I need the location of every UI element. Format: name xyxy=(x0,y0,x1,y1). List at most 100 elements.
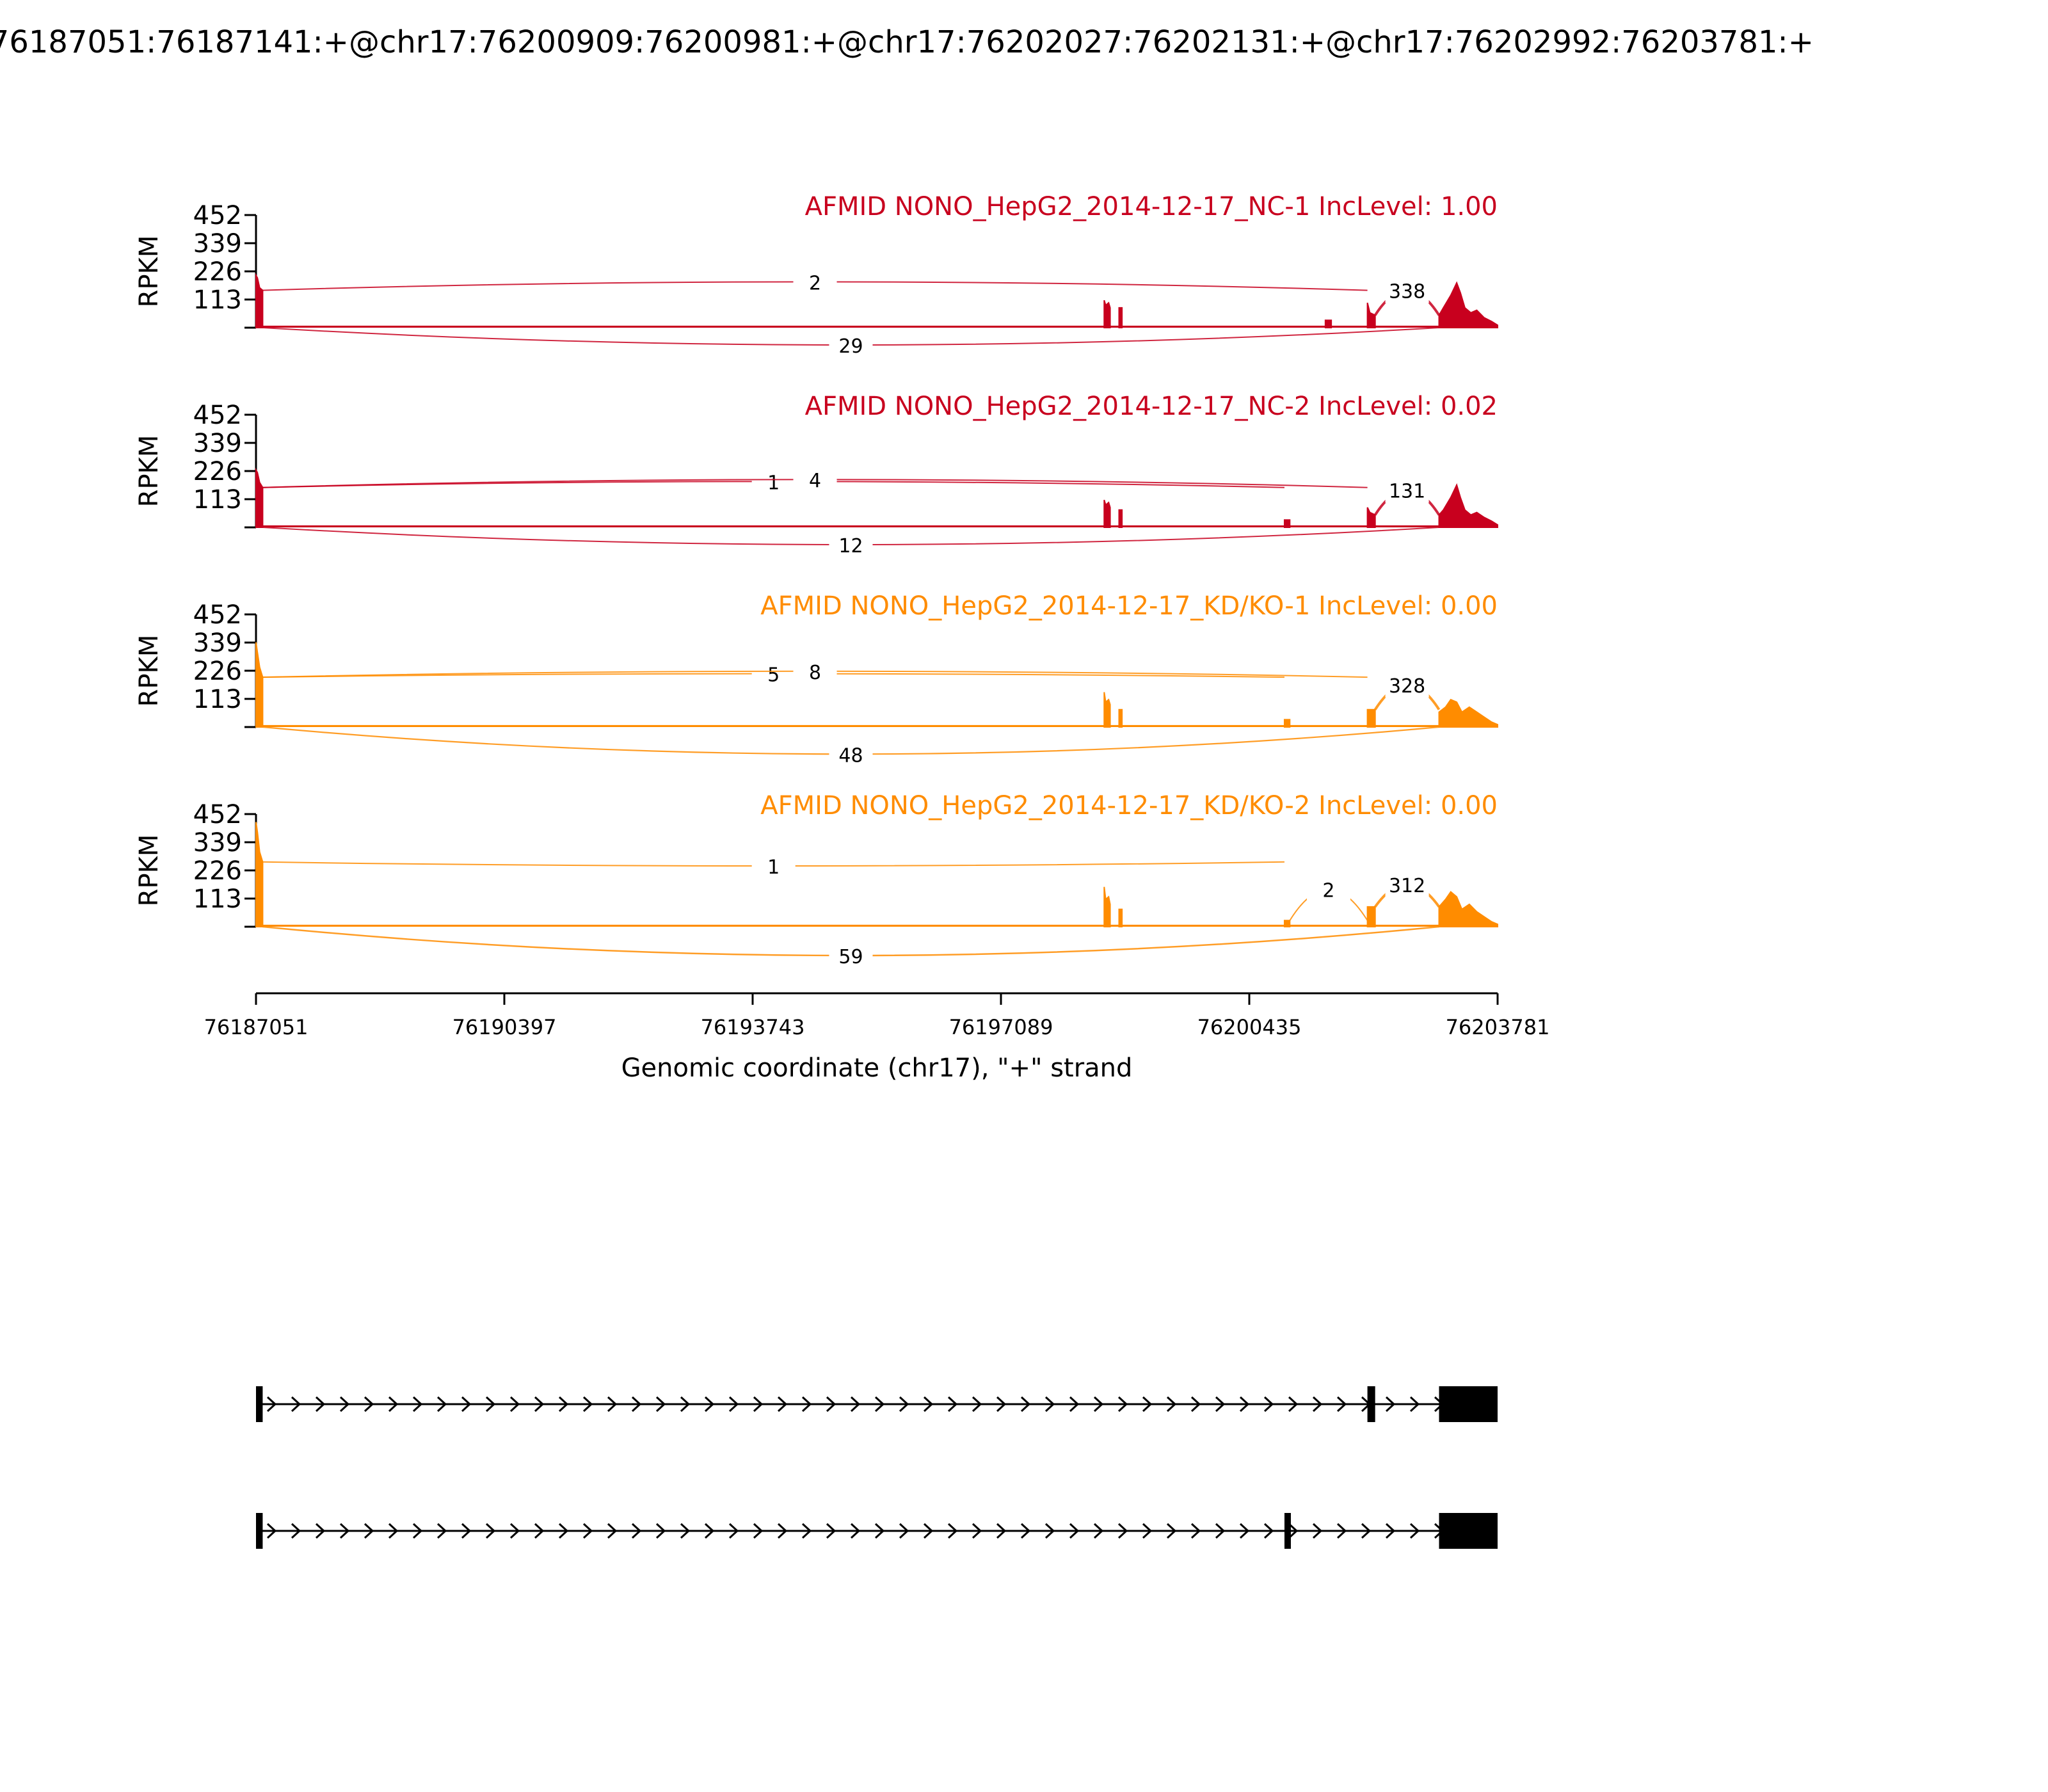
direction-chevron xyxy=(1142,1523,1153,1539)
direction-chevron xyxy=(850,1396,861,1412)
coverage-area xyxy=(1118,708,1123,728)
direction-chevron xyxy=(777,1523,788,1539)
direction-chevron xyxy=(1263,1396,1274,1412)
y-tick-label: 452 xyxy=(193,600,242,630)
y-tick-label: 339 xyxy=(193,429,242,458)
junction-label: 1 xyxy=(767,472,780,494)
junction-label-bg xyxy=(751,471,796,495)
junction-label: 131 xyxy=(1389,481,1425,503)
direction-chevron xyxy=(801,1523,812,1539)
junction-label: 29 xyxy=(838,335,863,358)
exon-block xyxy=(1439,1513,1498,1549)
coverage-area xyxy=(1118,307,1123,328)
x-tick-label: 76197089 xyxy=(949,1015,1053,1039)
coverage-area xyxy=(255,273,264,328)
direction-chevron xyxy=(315,1396,326,1412)
x-axis-label: Genomic coordinate (chr17), "+" strand xyxy=(621,1053,1133,1083)
direction-chevron xyxy=(631,1523,642,1539)
direction-chevron xyxy=(436,1523,447,1539)
junction-label-bg xyxy=(1385,280,1429,303)
direction-chevron xyxy=(339,1396,350,1412)
junction-label: 312 xyxy=(1389,875,1425,897)
direction-chevron xyxy=(1093,1523,1104,1539)
direction-chevron xyxy=(315,1523,326,1539)
y-axis-label: RPKM xyxy=(134,635,164,707)
coverage-area xyxy=(255,467,264,528)
exon-block xyxy=(1439,1386,1498,1422)
direction-chevron xyxy=(826,1523,836,1539)
coverage-area xyxy=(1324,319,1332,328)
direction-chevron xyxy=(1336,1523,1347,1539)
direction-chevron xyxy=(728,1523,739,1539)
direction-chevron xyxy=(1190,1523,1201,1539)
direction-chevron xyxy=(1288,1396,1299,1412)
direction-chevron xyxy=(996,1396,1007,1412)
x-tick-label: 76203781 xyxy=(1446,1015,1550,1039)
panel-2: AFMID NONO_HepG2_2014-12-17_NC-2 IncLeve… xyxy=(134,392,1498,557)
direction-chevron xyxy=(364,1523,374,1539)
direction-chevron xyxy=(874,1396,885,1412)
panel-3: AFMID NONO_HepG2_2014-12-17_KD/KO-1 IncL… xyxy=(134,591,1498,767)
direction-chevron xyxy=(1117,1523,1128,1539)
direction-chevron xyxy=(753,1523,764,1539)
coverage-area xyxy=(1366,507,1376,528)
exon-block xyxy=(1284,1513,1291,1549)
direction-chevron xyxy=(412,1523,423,1539)
junction-label: 5 xyxy=(767,664,780,687)
y-tick-label: 226 xyxy=(193,856,242,886)
coverage-baseline xyxy=(256,924,1498,927)
direction-chevron xyxy=(777,1396,788,1412)
panel-1: AFMID NONO_HepG2_2014-12-17_NC-1 IncLeve… xyxy=(134,192,1498,358)
direction-chevron xyxy=(680,1523,691,1539)
coverage-area xyxy=(1438,281,1498,328)
direction-chevron xyxy=(1190,1396,1201,1412)
direction-chevron xyxy=(461,1523,472,1539)
chart-title-text: chr17:76187051:76187141:+@chr17:76200909… xyxy=(0,24,1814,60)
junction-label-bg xyxy=(793,469,837,493)
direction-chevron xyxy=(266,1396,277,1412)
direction-chevron xyxy=(631,1396,642,1412)
y-tick-label: 452 xyxy=(193,401,242,430)
direction-chevron xyxy=(1117,1396,1128,1412)
direction-chevron xyxy=(655,1396,666,1412)
junction-label: 8 xyxy=(809,662,821,684)
direction-chevron xyxy=(899,1396,909,1412)
direction-chevron xyxy=(801,1396,812,1412)
direction-chevron xyxy=(291,1396,301,1412)
coverage-area xyxy=(1438,891,1498,927)
coverage-area xyxy=(1283,719,1291,728)
junction-label: 2 xyxy=(1322,880,1334,902)
direction-chevron xyxy=(388,1396,399,1412)
chart-title: chr17:76187051:76187141:+@chr17:76200909… xyxy=(0,24,2048,69)
x-tick-label: 76200435 xyxy=(1197,1015,1302,1039)
direction-chevron xyxy=(1069,1396,1080,1412)
y-axis-label: RPKM xyxy=(134,236,164,308)
panel-title: AFMID NONO_HepG2_2014-12-17_NC-1 IncLeve… xyxy=(805,192,1498,221)
junction-label-bg xyxy=(793,271,837,295)
direction-chevron xyxy=(1020,1523,1031,1539)
coverage-area xyxy=(255,822,264,927)
coverage-area xyxy=(255,642,264,728)
y-tick-label: 113 xyxy=(193,884,242,914)
junction-label-bg xyxy=(829,945,873,968)
direction-chevron xyxy=(704,1523,715,1539)
exon-block xyxy=(256,1513,263,1549)
direction-chevron xyxy=(1020,1396,1031,1412)
direction-chevron xyxy=(485,1396,496,1412)
direction-chevron xyxy=(826,1396,836,1412)
direction-chevron xyxy=(947,1396,958,1412)
junction-label-bg xyxy=(829,744,873,767)
exon-block xyxy=(1367,1386,1375,1422)
coverage-area xyxy=(1118,509,1123,528)
direction-chevron xyxy=(1385,1523,1396,1539)
direction-chevron xyxy=(436,1396,447,1412)
direction-chevron xyxy=(874,1523,885,1539)
direction-chevron xyxy=(1288,1523,1299,1539)
panel-title: AFMID NONO_HepG2_2014-12-17_KD/KO-2 IncL… xyxy=(760,791,1498,820)
junction-label-bg xyxy=(829,335,873,358)
junction-label: 338 xyxy=(1389,281,1425,303)
junction-label: 2 xyxy=(809,272,821,294)
direction-chevron xyxy=(655,1523,666,1539)
y-tick-label: 113 xyxy=(193,485,242,515)
